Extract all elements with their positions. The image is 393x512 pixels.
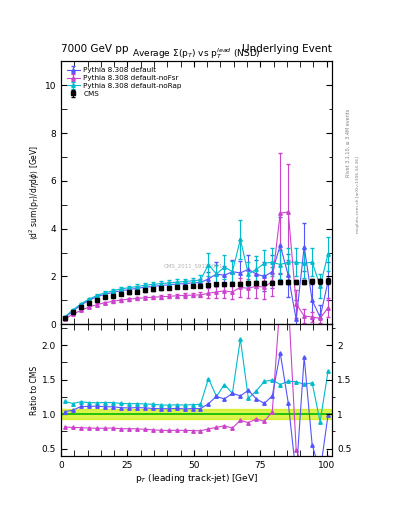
Title: Average $\Sigma$(p$_T$) vs p$_T^{lead}$ (NSD): Average $\Sigma$(p$_T$) vs p$_T^{lead}$ … <box>132 47 261 61</box>
Text: Underlying Event: Underlying Event <box>242 44 332 54</box>
Bar <box>61 409 332 419</box>
Legend: Pythia 8.308 default, Pythia 8.308 default-noFsr, Pythia 8.308 default-noRap, CM: Pythia 8.308 default, Pythia 8.308 defau… <box>64 65 184 99</box>
Y-axis label: Ratio to CMS: Ratio to CMS <box>30 366 39 415</box>
Text: CMS_2011_S9120041: CMS_2011_S9120041 <box>164 264 223 269</box>
Text: Rivet 3.1.10, ≥ 3.4M events: Rivet 3.1.10, ≥ 3.4M events <box>346 109 351 178</box>
Text: mcplots.cern.ch [arXiv:1306.34-36]: mcplots.cern.ch [arXiv:1306.34-36] <box>356 156 360 233</box>
X-axis label: p$_T$ (leading track-jet) [GeV]: p$_T$ (leading track-jet) [GeV] <box>135 472 258 485</box>
Text: 7000 GeV pp: 7000 GeV pp <box>61 44 129 54</box>
Y-axis label: $\langle$d$^2$ sum(p$_T$)/d$\eta$d$\phi$$\rangle$ [GeV]: $\langle$d$^2$ sum(p$_T$)/d$\eta$d$\phi$… <box>28 145 42 241</box>
